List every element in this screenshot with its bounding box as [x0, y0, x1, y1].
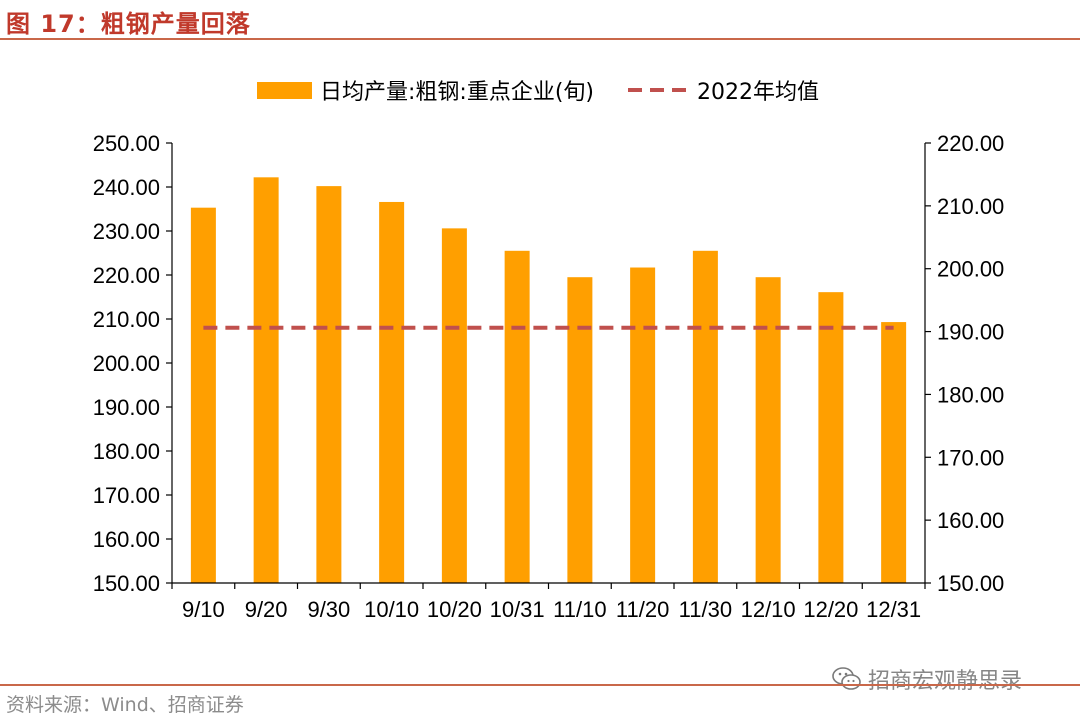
bar-9/20	[253, 177, 279, 583]
wechat-icon	[832, 667, 861, 690]
x-tick-label: 11/10	[553, 597, 606, 622]
right-tick-label: 150.00	[937, 571, 1004, 596]
x-tick-label: 12/20	[803, 597, 858, 622]
left-axis-ticks: 150.00 160.00 170.00 180.00 190.00 200.00 210.…	[93, 131, 172, 596]
legend-swatch-bar	[257, 82, 312, 99]
x-tick-label: 10/20	[427, 597, 482, 622]
x-tick-label: 11/30	[679, 597, 732, 622]
left-tick-label: 220.00	[93, 263, 160, 288]
bar-chart: 日均产量:粗钢:重点企业(旬) 2022年均值 150.00 160.00 170.…	[93, 80, 1005, 622]
top-divider	[0, 38, 1080, 40]
bar-12/31	[881, 322, 907, 583]
bar-10/10	[379, 201, 405, 583]
left-tick-label: 150.00	[93, 571, 160, 596]
bar-9/30	[316, 186, 342, 583]
chart-legend: 日均产量:粗钢:重点企业(旬) 2022年均值	[257, 80, 819, 105]
right-axis-ticks: 150.00 160.00 170.00 180.00 190.00 200.00 210.…	[925, 131, 1004, 596]
figure-title: 图 17：粗钢产量回落	[6, 10, 251, 38]
x-tick-label: 10/31	[490, 597, 545, 622]
right-tick-label: 200.00	[937, 257, 1004, 282]
left-tick-label: 190.00	[93, 395, 160, 420]
bar-10/31	[504, 250, 530, 584]
source-note: 资料来源：Wind、招商证券	[6, 694, 244, 716]
right-tick-label: 220.00	[937, 131, 1004, 156]
x-tick-label: 12/31	[866, 597, 921, 622]
bar-12/10	[755, 277, 781, 583]
bottom-divider	[0, 684, 1080, 686]
watermark: 招商宏观静思录	[832, 664, 1022, 694]
right-tick-label: 170.00	[937, 445, 1004, 470]
right-tick-label: 180.00	[937, 382, 1004, 407]
left-tick-label: 180.00	[93, 439, 160, 464]
x-tick-label: 9/10	[182, 597, 225, 622]
right-tick-label: 210.00	[937, 194, 1004, 219]
left-tick-label: 240.00	[93, 175, 160, 200]
bar-10/20	[441, 228, 467, 584]
bar-series	[190, 177, 907, 584]
x-tick-label: 9/20	[245, 597, 288, 622]
watermark-text: 招商宏观静思录	[868, 669, 1023, 694]
left-tick-label: 170.00	[93, 483, 160, 508]
legend-label-production: 日均产量:粗钢:重点企业(旬)	[320, 80, 594, 105]
left-tick-label: 210.00	[93, 307, 160, 332]
x-axis-ticks: 9/10 9/20 9/30 10/10 10/20 10/31 11/10 11/20 11/…	[171, 583, 926, 622]
x-tick-label: 12/10	[741, 597, 796, 622]
chart-axes	[171, 143, 926, 584]
bar-11/30	[692, 250, 718, 584]
right-tick-label: 160.00	[937, 508, 1004, 533]
left-tick-label: 160.00	[93, 527, 160, 552]
x-tick-label: 10/10	[364, 597, 419, 622]
left-tick-label: 200.00	[93, 351, 160, 376]
bar-9/10	[190, 207, 216, 583]
left-tick-label: 250.00	[93, 131, 160, 156]
bar-11/20	[630, 267, 656, 583]
bar-12/20	[818, 292, 844, 583]
left-tick-label: 230.00	[93, 219, 160, 244]
x-tick-label: 11/20	[616, 597, 669, 622]
legend-label-average: 2022年均值	[697, 80, 819, 105]
x-tick-label: 9/30	[307, 597, 350, 622]
bar-11/10	[567, 277, 593, 583]
right-tick-label: 190.00	[937, 320, 1004, 345]
